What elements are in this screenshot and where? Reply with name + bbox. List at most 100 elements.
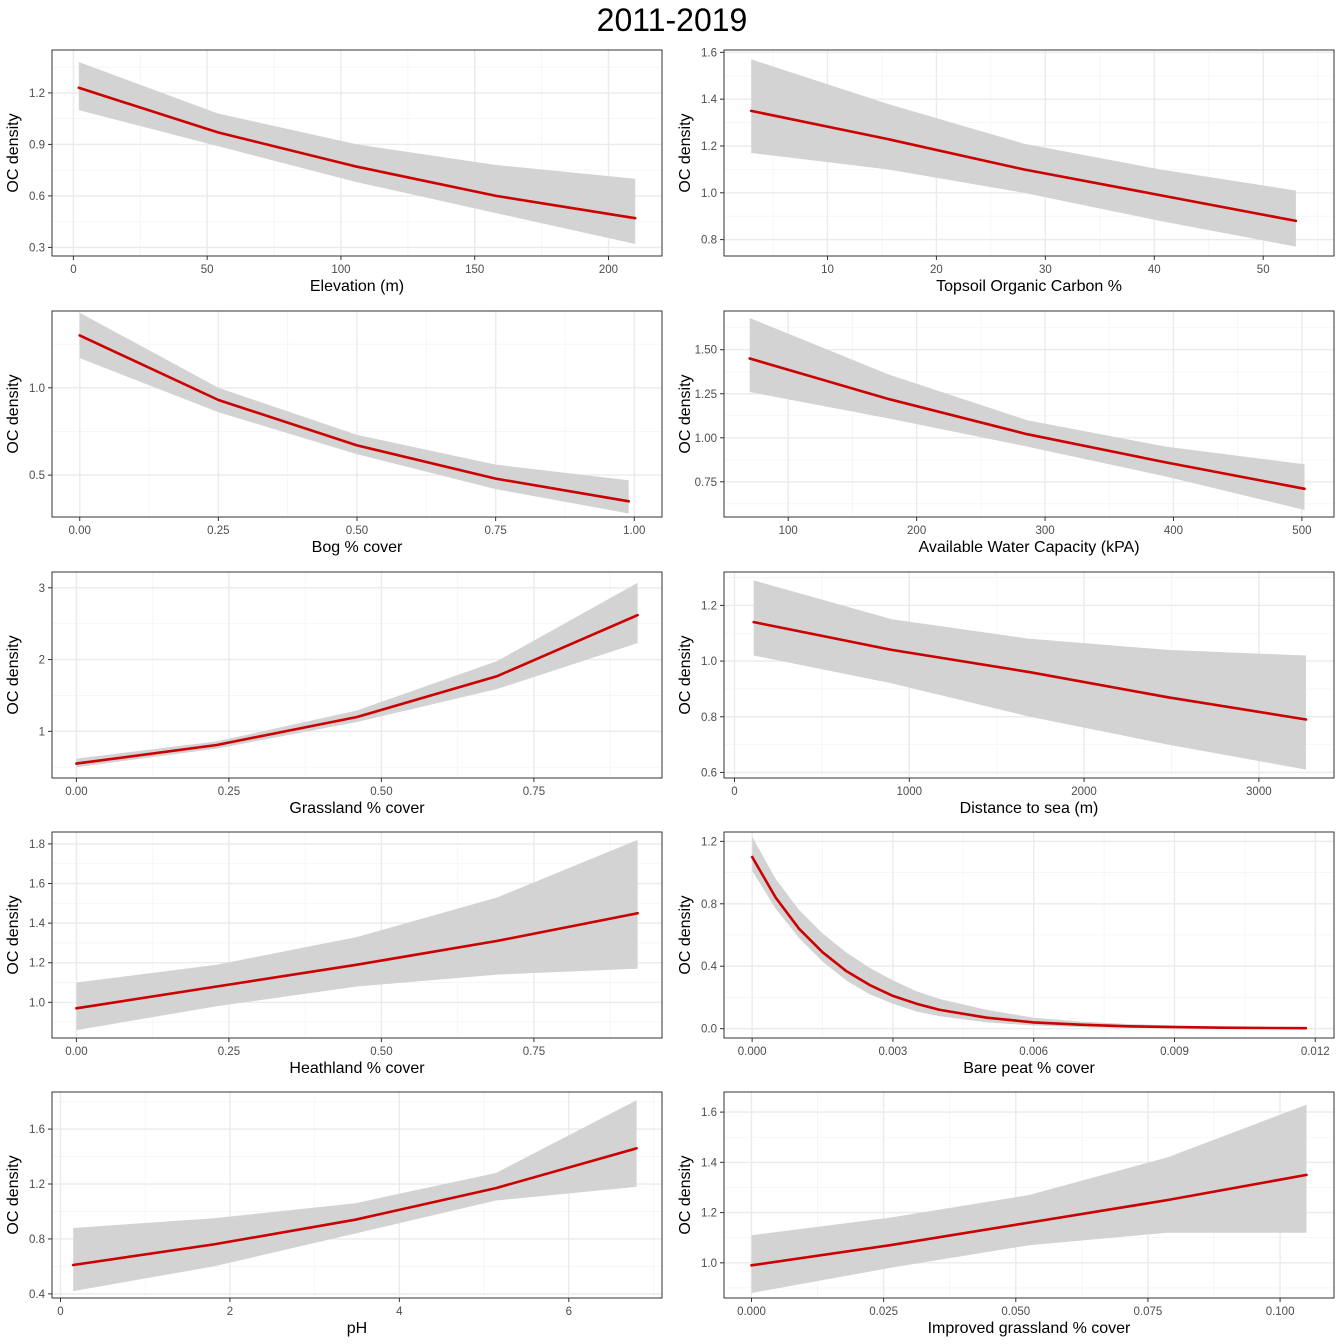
chart-10-ytick-label: 1.4 bbox=[701, 1157, 718, 1169]
chart-6-ytick-label: 0.8 bbox=[701, 712, 717, 724]
chart-1: 0 50 100 150 200 0.3 0.6 0.9 1.2 Elevation (m) OC … bbox=[5, 49, 663, 295]
chart-9-ylabel: OC density bbox=[5, 1155, 22, 1234]
chart-1-ytick-label: 0.6 bbox=[29, 191, 45, 203]
chart-8-ylabel: OC density bbox=[677, 895, 694, 974]
chart-6: 0 1000 2000 3000 0.6 0.8 1.0 1.2 Distance to sea… bbox=[677, 571, 1335, 817]
chart-10-ylabel: OC density bbox=[677, 1155, 694, 1234]
chart-6-fit-line bbox=[752, 620, 1308, 721]
chart-9: 0 2 4 6 0.4 0.8 1.2 1.6 pH OC density bbox=[5, 1091, 663, 1337]
chart-2: 10 20 30 40 50 0.8 1.0 1.2 1.4 1.6 Topsoil Organic… bbox=[677, 47, 1335, 295]
chart-1-ytick-label: 0.3 bbox=[29, 242, 45, 254]
chart-8-border bbox=[723, 831, 1335, 1039]
chart-9-border bbox=[51, 1091, 663, 1299]
chart-5-xtick-label: 0.50 bbox=[370, 786, 392, 798]
chart-10-ytick-label: 1.2 bbox=[701, 1208, 717, 1220]
chart-5-ytick-label: 1 bbox=[39, 726, 45, 738]
chart-6-xtick-label: 1000 bbox=[896, 786, 922, 798]
chart-9-fit-line bbox=[71, 1147, 638, 1267]
chart-6-ci-ribbon bbox=[753, 580, 1306, 770]
chart-7-xtick-label: 0.50 bbox=[370, 1046, 392, 1058]
chart-5: 0.00 0.25 0.50 0.75 1 2 3 Grassland % cover OC d… bbox=[5, 571, 663, 817]
chart-3-xlabel: Bog % cover bbox=[312, 539, 403, 556]
chart-2-border bbox=[723, 49, 1335, 257]
chart-4-ytick-label: 0.75 bbox=[695, 477, 717, 489]
chart-1-fit-line bbox=[77, 86, 637, 220]
chart-1-xlabel: Elevation (m) bbox=[310, 278, 404, 295]
chart-3-ytick-label: 1.0 bbox=[29, 383, 45, 395]
chart-6-border bbox=[723, 571, 1335, 779]
chart-6-ytick-label: 1.2 bbox=[701, 600, 717, 612]
chart-3-ci-ribbon bbox=[79, 312, 629, 514]
chart-10-border bbox=[723, 1091, 1335, 1299]
chart-3-xtick-label: 0.75 bbox=[484, 525, 506, 537]
chart-8-xtick-label: 0.012 bbox=[1301, 1046, 1330, 1058]
chart-4-xtick-label: 400 bbox=[1164, 525, 1183, 537]
chart-4-xtick-label: 500 bbox=[1292, 525, 1311, 537]
chart-2-ci-ribbon bbox=[751, 59, 1296, 247]
chart-9-ytick-label: 0.4 bbox=[29, 1289, 46, 1301]
chart-2-xtick-label: 40 bbox=[1148, 264, 1161, 276]
chart-9-xtick-label: 2 bbox=[227, 1306, 233, 1318]
chart-8-ytick-label: 0.0 bbox=[701, 1024, 717, 1036]
chart-8-fit-line bbox=[750, 855, 1308, 1030]
chart-2-xlabel: Topsoil Organic Carbon % bbox=[936, 278, 1122, 295]
chart-6-ytick-label: 0.6 bbox=[701, 767, 717, 779]
chart-7-xtick-label: 0.25 bbox=[218, 1046, 240, 1058]
chart-1-xtick-label: 150 bbox=[465, 264, 484, 276]
chart-3-fit-line bbox=[78, 334, 631, 503]
chart-5-panel bbox=[52, 572, 662, 778]
chart-7-border bbox=[51, 831, 663, 1039]
chart-8: 0.000 0.003 0.006 0.009 0.012 0.0 0.4 0.8 1.2 Bar… bbox=[677, 831, 1335, 1077]
chart-9-xlabel: pH bbox=[347, 1320, 367, 1337]
chart-3-xtick-label: 0.00 bbox=[69, 525, 91, 537]
chart-5-border bbox=[51, 571, 663, 779]
chart-1-ytick-label: 1.2 bbox=[29, 88, 45, 100]
chart-4-fit-line bbox=[748, 357, 1306, 491]
chart-2-fit-line bbox=[749, 109, 1298, 223]
chart-10-xtick-label: 0.100 bbox=[1266, 1306, 1295, 1318]
chart-3-xtick-label: 0.50 bbox=[346, 525, 368, 537]
chart-4-xtick-label: 300 bbox=[1035, 525, 1054, 537]
chart-2-ytick-label: 0.8 bbox=[701, 235, 717, 247]
chart-1-xtick-label: 200 bbox=[599, 264, 618, 276]
chart-4-xtick-label: 200 bbox=[907, 525, 926, 537]
chart-8-ytick-label: 0.4 bbox=[701, 961, 718, 973]
chart-5-ytick-label: 3 bbox=[39, 583, 45, 595]
chart-5-ci-ribbon bbox=[76, 582, 638, 768]
chart-8-xtick-label: 0.000 bbox=[738, 1046, 767, 1058]
chart-10: 0.000 0.025 0.050 0.075 0.100 1.0 1.2 1.4 1.6 Imp… bbox=[677, 1091, 1335, 1337]
chart-6-xtick-label: 0 bbox=[731, 786, 737, 798]
chart-6-ytick-label: 1.0 bbox=[701, 656, 717, 668]
chart-7-ytick-label: 1.6 bbox=[29, 879, 45, 891]
chart-9-ytick-label: 1.2 bbox=[29, 1179, 45, 1191]
chart-1-xtick-label: 0 bbox=[70, 264, 76, 276]
chart-7-ci-ribbon bbox=[76, 839, 638, 1031]
chart-10-fit-line bbox=[750, 1173, 1308, 1267]
chart-7-ylabel: OC density bbox=[5, 895, 22, 974]
chart-10-xtick-label: 0.075 bbox=[1134, 1306, 1163, 1318]
chart-1-ci-ribbon bbox=[78, 62, 636, 244]
chart-9-ytick-label: 0.8 bbox=[29, 1234, 45, 1246]
chart-5-xtick-label: 0.00 bbox=[65, 786, 87, 798]
chart-10-xtick-label: 0.050 bbox=[1001, 1306, 1030, 1318]
chart-7-ytick-label: 1.4 bbox=[29, 918, 46, 930]
chart-4-xlabel: Available Water Capacity (kPA) bbox=[918, 539, 1139, 556]
chart-3-xtick-label: 1.00 bbox=[623, 525, 645, 537]
chart-3: 0.00 0.25 0.50 0.75 1.00 0.5 1.0 Bog % cover OC … bbox=[5, 310, 663, 556]
chart-6-xtick-label: 3000 bbox=[1246, 786, 1272, 798]
chart-4-ylabel: OC density bbox=[677, 374, 694, 453]
chart-2-xtick-label: 30 bbox=[1039, 264, 1052, 276]
chart-1-ytick-label: 0.9 bbox=[29, 139, 45, 151]
chart-5-xlabel: Grassland % cover bbox=[289, 800, 425, 817]
chart-10-xlabel: Improved grassland % cover bbox=[928, 1320, 1131, 1337]
chart-6-xlabel: Distance to sea (m) bbox=[960, 800, 1099, 817]
chart-2-ytick-label: 1.6 bbox=[701, 47, 717, 59]
chart-8-ci-ribbon bbox=[752, 836, 1306, 1029]
chart-4: 100 200 300 400 500 0.75 1.00 1.25 1.50 Available… bbox=[677, 310, 1335, 556]
chart-3-ytick-label: 0.5 bbox=[29, 470, 45, 482]
chart-8-xtick-label: 0.006 bbox=[1019, 1046, 1048, 1058]
chart-7-xlabel: Heathland % cover bbox=[289, 1060, 425, 1077]
chart-10-ytick-label: 1.6 bbox=[701, 1107, 717, 1119]
chart-8-xlabel: Bare peat % cover bbox=[963, 1060, 1095, 1077]
